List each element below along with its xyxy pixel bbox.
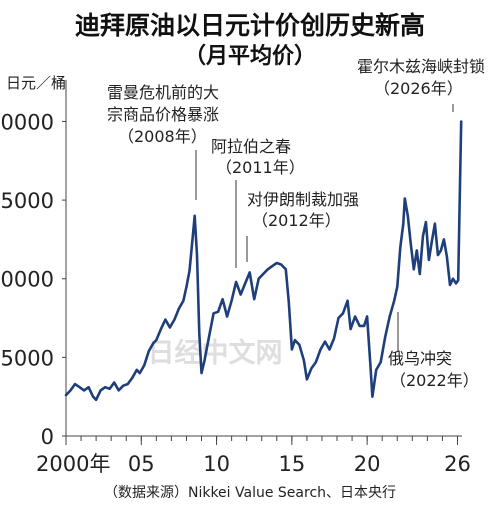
y-tick-label: 5000	[1, 346, 54, 370]
annotation-text: （2008年）	[118, 127, 207, 146]
x-tick-label: 10	[203, 452, 230, 476]
annotation-text: 阿拉伯之春	[211, 137, 291, 156]
x-tick-label: 2000年	[36, 452, 110, 476]
chart-subtitle: （月平均价）	[183, 44, 316, 69]
annotation-text: 宗商品价格暴涨	[107, 105, 219, 124]
annotation-text: 霍尔木兹海峡封锁	[357, 57, 485, 76]
annotation-text: 俄乌冲突	[388, 349, 452, 368]
x-tick-label: 05	[128, 452, 155, 476]
y-tick-label: 0	[41, 425, 54, 449]
chart-title: 迪拜原油以日元计价创历史新高	[74, 11, 425, 40]
annotation-text: （2011年）	[216, 158, 305, 177]
y-tick-label: 20000	[0, 110, 54, 134]
y-axis-label: 日元／桶	[6, 74, 66, 92]
annotation-text: （2012年）	[252, 211, 341, 230]
annotation-text: （2026年）	[374, 79, 463, 98]
series-line	[64, 120, 463, 402]
watermark-text: 日经中文网	[148, 337, 283, 369]
x-tick-label: 15	[278, 452, 305, 476]
annotation-text: 对伊朗制裁加强	[247, 190, 359, 209]
y-tick-label: 10000	[0, 268, 54, 292]
annotation-text: （2022年）	[390, 371, 479, 390]
source-note: （数据来源）Nikkei Value Search、日本央行	[103, 485, 397, 501]
x-tick-label: 26	[444, 452, 471, 476]
x-tick-label: 20	[354, 452, 381, 476]
annotation-text: 雷曼危机前的大	[107, 83, 219, 102]
y-tick-label: 15000	[0, 189, 54, 213]
